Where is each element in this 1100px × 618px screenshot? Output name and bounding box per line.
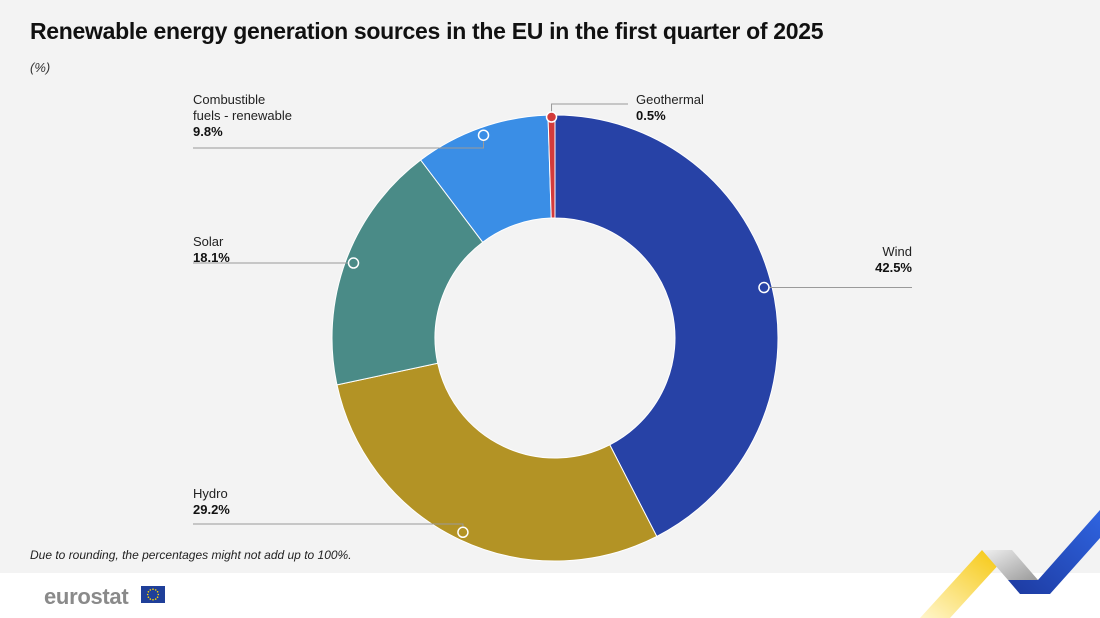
slice-label-name: Combustible — [193, 92, 265, 107]
slice-label-value: 18.1% — [193, 250, 230, 265]
chart-title: Renewable energy generation sources in t… — [30, 18, 824, 44]
slice-marker-dot — [457, 526, 469, 539]
slice-wind[interactable] — [554, 114, 779, 538]
leader-line — [193, 135, 485, 149]
slice-label-name: Geothermal — [636, 92, 704, 107]
slice-marker-dot — [545, 111, 558, 123]
slice-label-name: Wind — [882, 244, 912, 259]
slice-label-name: Hydro — [193, 486, 228, 501]
slice-marker-dot — [477, 129, 490, 141]
slice-hydro[interactable] — [336, 362, 658, 562]
slice-solar[interactable] — [331, 159, 484, 386]
slice-label-value: 0.5% — [636, 108, 666, 123]
slice-label-value: 29.2% — [193, 502, 230, 517]
slice-label-name: fuels - renewable — [193, 108, 292, 123]
chart-subtitle: (%) — [30, 60, 51, 75]
decorative-ribbon-graphic — [920, 510, 1100, 618]
slice-marker-dot — [758, 281, 770, 294]
slice-label-value: 9.8% — [193, 124, 223, 139]
slice-marker-dot — [347, 257, 360, 269]
eu-flag-icon — [141, 586, 165, 603]
footnote: Due to rounding, the percentages might n… — [30, 548, 352, 562]
leader-line — [193, 523, 464, 533]
slice-label-name: Solar — [193, 234, 224, 249]
slice-label-value: 42.5% — [875, 260, 912, 275]
eurostat-logo[interactable]: eurostat — [44, 584, 129, 609]
